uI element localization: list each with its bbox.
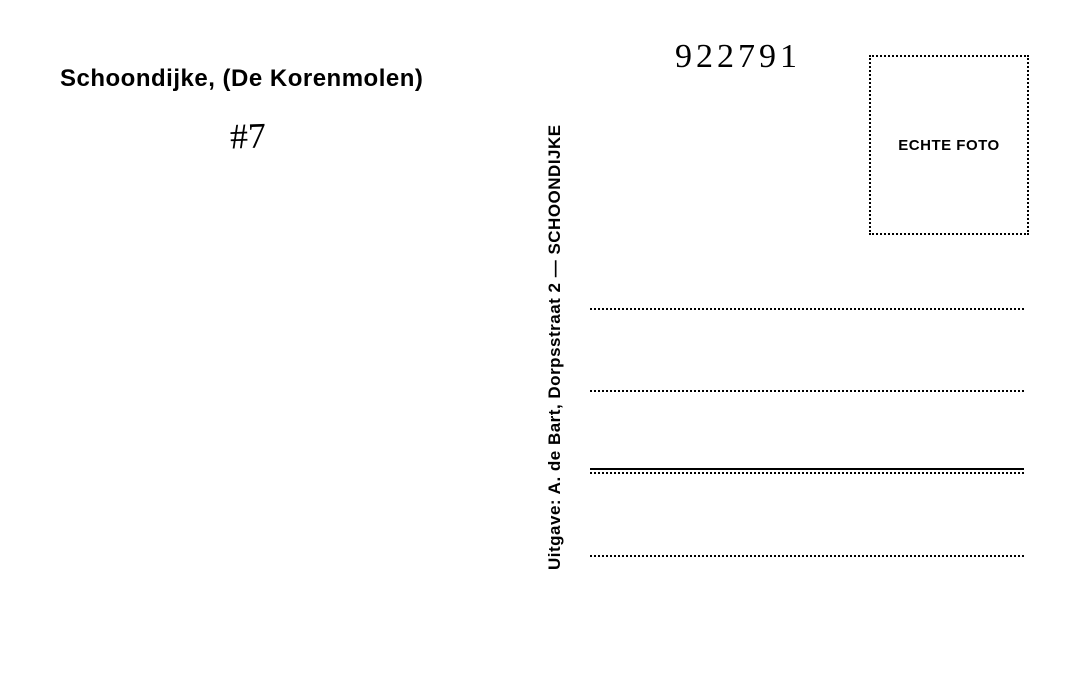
stamp-box-label: ECHTE FOTO [898, 137, 999, 154]
address-line [590, 308, 1024, 310]
handwritten-annotation-right: 922791 [675, 38, 801, 76]
stamp-box: ECHTE FOTO [869, 55, 1029, 235]
address-line [590, 472, 1024, 474]
handwritten-annotation-left: #7 [229, 114, 266, 157]
address-line [590, 555, 1024, 557]
publisher-line: Uitgave: A. de Bart, Dorpsstraat 2 — SCH… [545, 124, 565, 570]
address-line [590, 390, 1024, 392]
address-line-bold [590, 468, 1024, 470]
postcard-title: Schoondijke, (De Korenmolen) [60, 65, 423, 93]
